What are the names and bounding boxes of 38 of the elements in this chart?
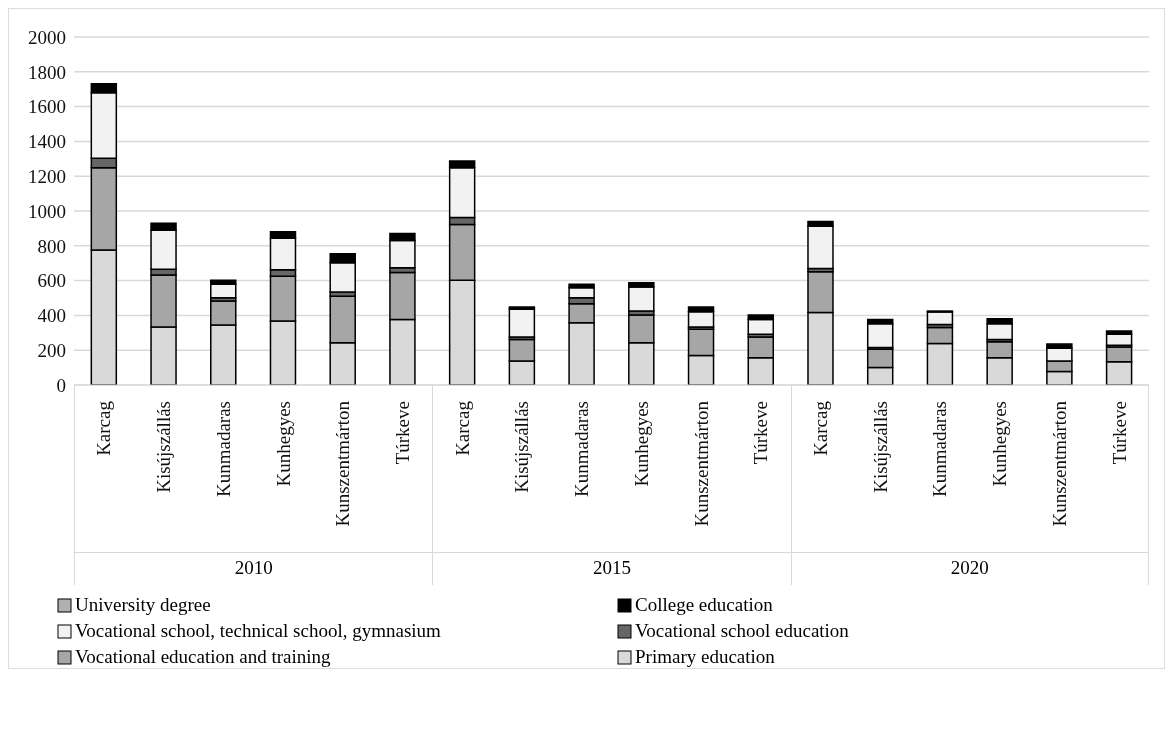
x-tick-label: Kunhegyes [630,401,652,487]
y-tick-label: 0 [56,374,66,396]
x-tick-label: Kunmadaras [212,401,234,498]
y-tick-label: 2000 [28,26,66,48]
x-tick-label: Túrkeve [1108,401,1130,465]
x-tick-label: Karcag [93,400,115,456]
y-tick-label: 1600 [28,96,66,118]
x-tick-label: Karcag [810,400,832,456]
text: 2020 [791,552,1148,585]
legend-label: University degree [75,594,211,616]
legend-label: Vocational school education [635,620,849,642]
text: 2010 [75,552,433,585]
x-tick-label: Kunmadaras [571,401,593,498]
x-tick-label: Túrkeve [391,401,413,465]
y-tick-label: 1400 [28,131,66,153]
legend-label: Vocational education and training [75,646,331,668]
y-tick-label: 400 [37,305,66,327]
x-tick-label: Kunmadaras [929,401,951,498]
x-tick-label: Kunszentmárton [1048,400,1070,527]
y-tick-label: 1800 [28,61,66,83]
y-tick-label: 200 [37,339,66,361]
legend-label: Primary education [635,646,775,668]
x-tick-label: Kisújszállás [869,401,891,493]
x-tick-label: Karcag [451,400,473,456]
legend-label: College education [635,594,773,616]
y-tick-label: 600 [37,270,66,292]
y-tick-label: 800 [37,235,66,257]
x-tick-label: Kunszentmárton [690,400,712,527]
x-tick-label: Kisújszállás [153,401,175,493]
x-tick-label: Kunszentmárton [332,400,354,527]
y-tick-label: 1000 [28,200,66,222]
x-tick-label: Kisújszállás [511,401,533,493]
legend-label: Vocational school, technical school, gymnasium [75,620,441,642]
text: 2015 [433,552,791,585]
x-tick-label: Kunhegyes [272,401,294,487]
y-tick-label: 1200 [28,165,66,187]
x-tick-label: Túrkeve [750,401,772,465]
x-tick-label: Kunhegyes [989,401,1011,487]
